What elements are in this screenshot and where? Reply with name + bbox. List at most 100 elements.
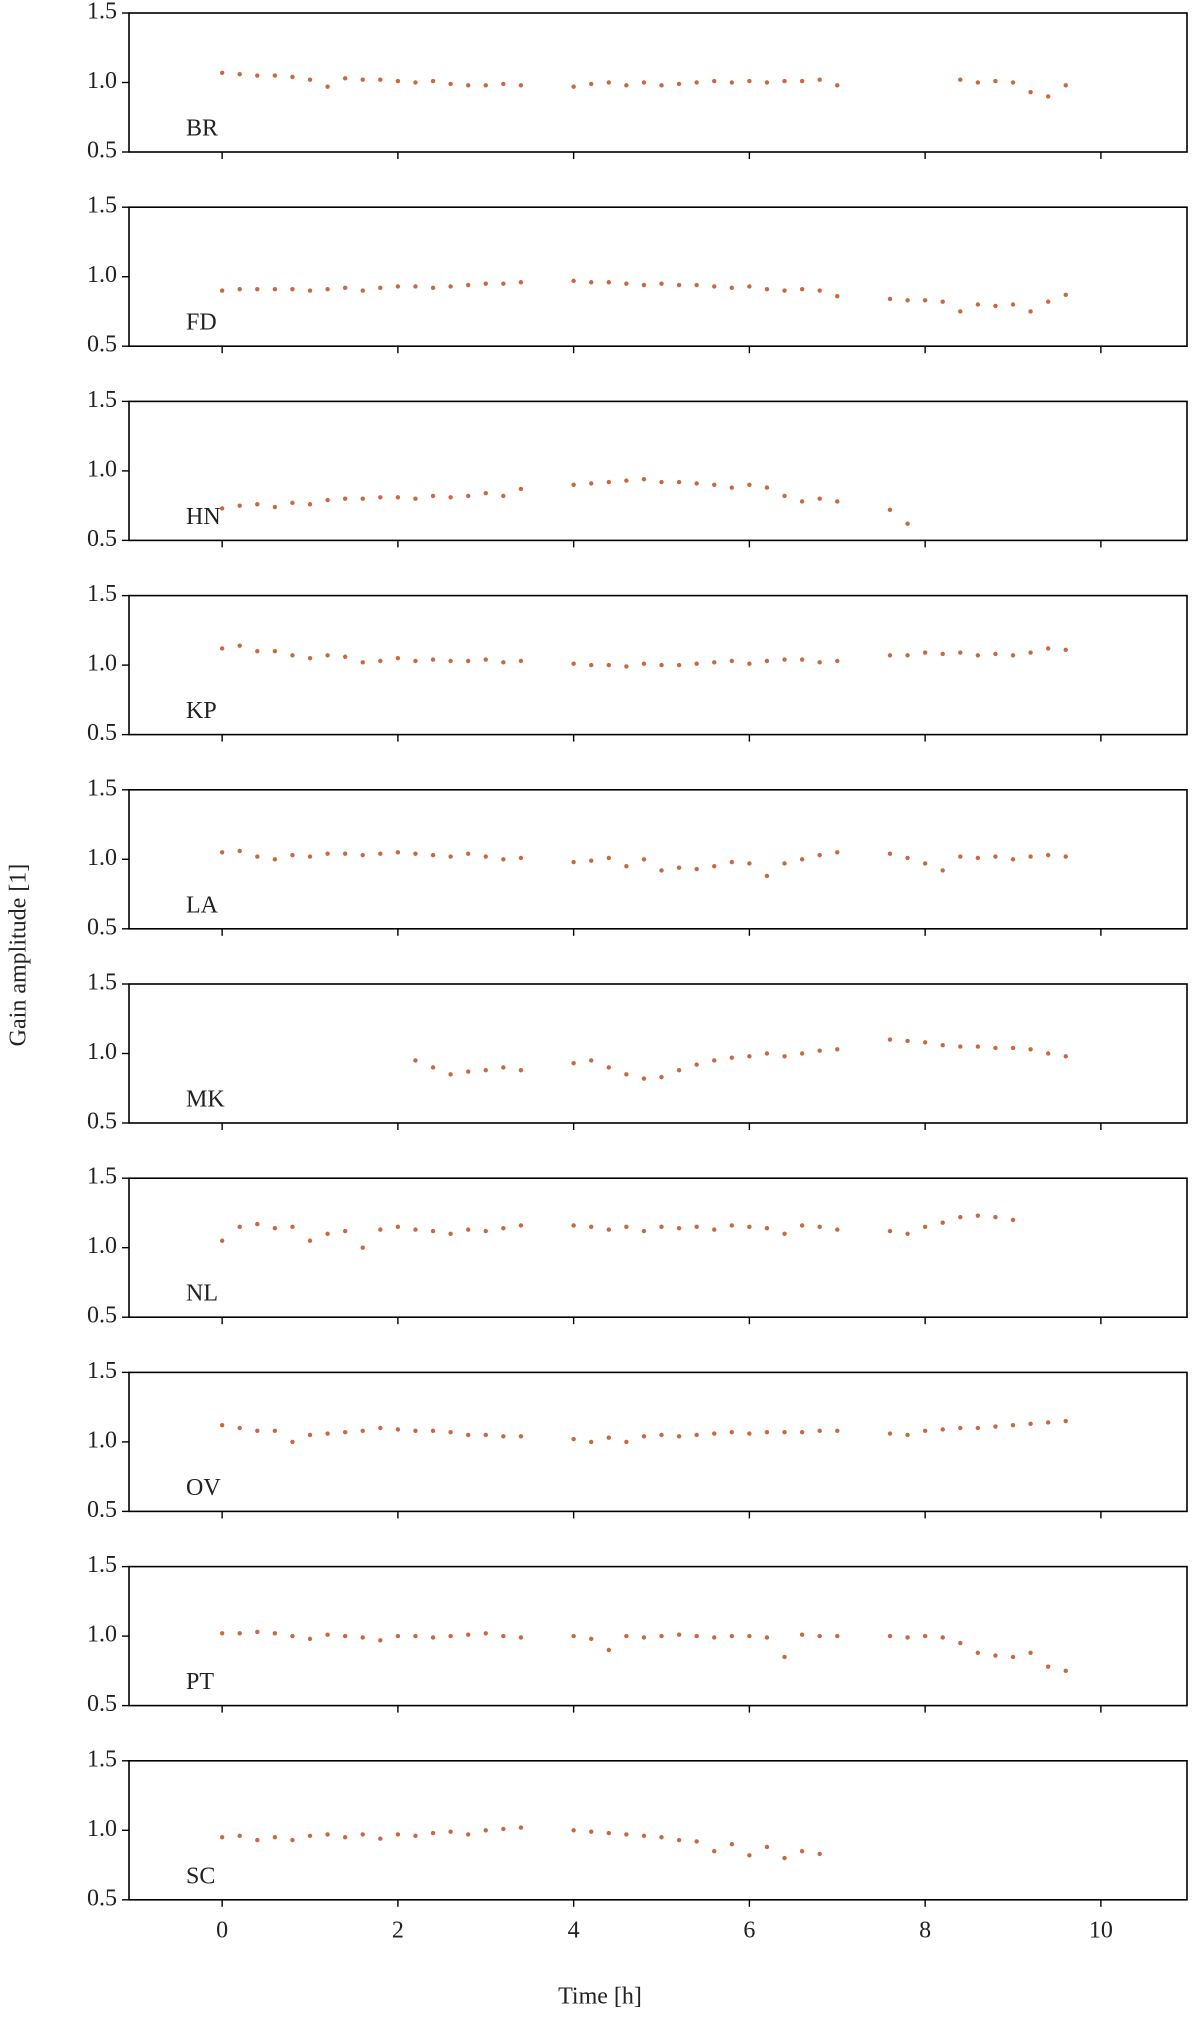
data-point	[219, 850, 225, 855]
data-point	[219, 646, 225, 651]
data-point	[993, 1045, 998, 1051]
data-point	[694, 282, 699, 288]
data-point	[290, 653, 295, 658]
y-tick-label: 0.5	[87, 720, 117, 746]
data-point	[958, 309, 963, 314]
data-point	[764, 1844, 770, 1850]
data-point	[518, 1635, 524, 1640]
data-point	[448, 495, 453, 500]
data-point	[747, 861, 752, 866]
data-point	[325, 1431, 330, 1436]
data-point	[975, 1213, 981, 1218]
data-point	[835, 850, 840, 855]
data-point	[1063, 1418, 1068, 1424]
data-point	[430, 1635, 436, 1640]
panel-frame	[128, 594, 1188, 736]
data-point	[940, 868, 945, 873]
data-point	[694, 1839, 699, 1844]
data-point	[378, 495, 383, 500]
data-point	[835, 499, 840, 504]
data-point	[624, 1224, 629, 1230]
data-point	[307, 1833, 313, 1839]
data-point	[307, 1432, 313, 1438]
data-point	[624, 83, 629, 88]
data-point	[922, 1224, 928, 1230]
data-point	[993, 651, 998, 657]
data-point	[887, 653, 893, 658]
data-point	[237, 848, 242, 854]
data-point	[694, 481, 699, 486]
data-point	[307, 1636, 313, 1642]
data-point	[712, 660, 717, 665]
data-point	[342, 654, 348, 659]
data-point	[905, 1231, 910, 1237]
data-point	[1028, 1650, 1033, 1655]
data-point	[922, 861, 928, 866]
panel-frame	[128, 1565, 1188, 1707]
data-point	[712, 78, 717, 84]
data-point	[1010, 857, 1016, 862]
data-point	[958, 854, 963, 859]
data-point	[835, 1633, 840, 1639]
data-point	[290, 1439, 295, 1445]
data-point	[219, 1835, 225, 1840]
data-point	[589, 1636, 594, 1642]
x-tick-label: 6	[743, 1917, 755, 1943]
data-point	[237, 287, 242, 292]
data-point	[940, 1427, 945, 1432]
data-point	[641, 282, 647, 288]
data-point	[958, 1044, 963, 1049]
data-point	[395, 655, 401, 661]
x-tick-label: 2	[392, 1917, 404, 1943]
data-point	[465, 493, 471, 499]
x-tick-label: 10	[1089, 1917, 1113, 1943]
data-point	[518, 280, 524, 285]
data-point	[272, 73, 278, 78]
y-axis-label: Gain amplitude [1]	[6, 864, 32, 1047]
data-point	[378, 658, 383, 664]
data-point	[360, 1245, 365, 1250]
data-point	[342, 76, 348, 81]
data-point	[747, 284, 752, 289]
data-point	[589, 481, 594, 486]
data-point	[219, 1631, 225, 1636]
data-point	[606, 479, 611, 485]
y-tick-label: 0.5	[87, 526, 117, 552]
data-point	[676, 1632, 682, 1637]
panel-frame	[128, 400, 1188, 542]
data-point	[958, 650, 963, 655]
data-point	[378, 1425, 383, 1431]
data-point	[993, 1653, 998, 1658]
data-point	[272, 649, 278, 654]
y-tick-label: 1.0	[87, 1816, 117, 1842]
data-point	[342, 285, 348, 291]
data-point	[676, 81, 682, 87]
data-point	[940, 1042, 945, 1048]
data-point	[571, 859, 576, 865]
data-point	[272, 1631, 278, 1636]
data-point	[940, 1220, 945, 1225]
data-point	[624, 1439, 629, 1445]
data-point	[624, 864, 629, 869]
data-point	[782, 288, 787, 293]
y-tick-label: 1.5	[87, 1164, 117, 1190]
data-point	[905, 298, 910, 303]
data-point	[659, 662, 664, 668]
data-point	[589, 1058, 594, 1063]
data-point	[729, 80, 735, 85]
data-point	[799, 78, 805, 84]
x-tick-label: 0	[216, 1917, 228, 1943]
data-point	[483, 281, 488, 286]
data-point	[571, 1436, 576, 1442]
data-point	[255, 287, 260, 292]
data-point	[342, 1835, 348, 1840]
panel-label: LA	[186, 892, 219, 918]
data-point	[448, 658, 453, 664]
data-point	[1010, 1045, 1016, 1051]
panel-frame	[128, 983, 1188, 1124]
data-point	[290, 500, 295, 506]
y-tick-label: 1.0	[87, 68, 117, 94]
data-point	[1045, 852, 1051, 858]
data-point	[799, 1429, 805, 1435]
